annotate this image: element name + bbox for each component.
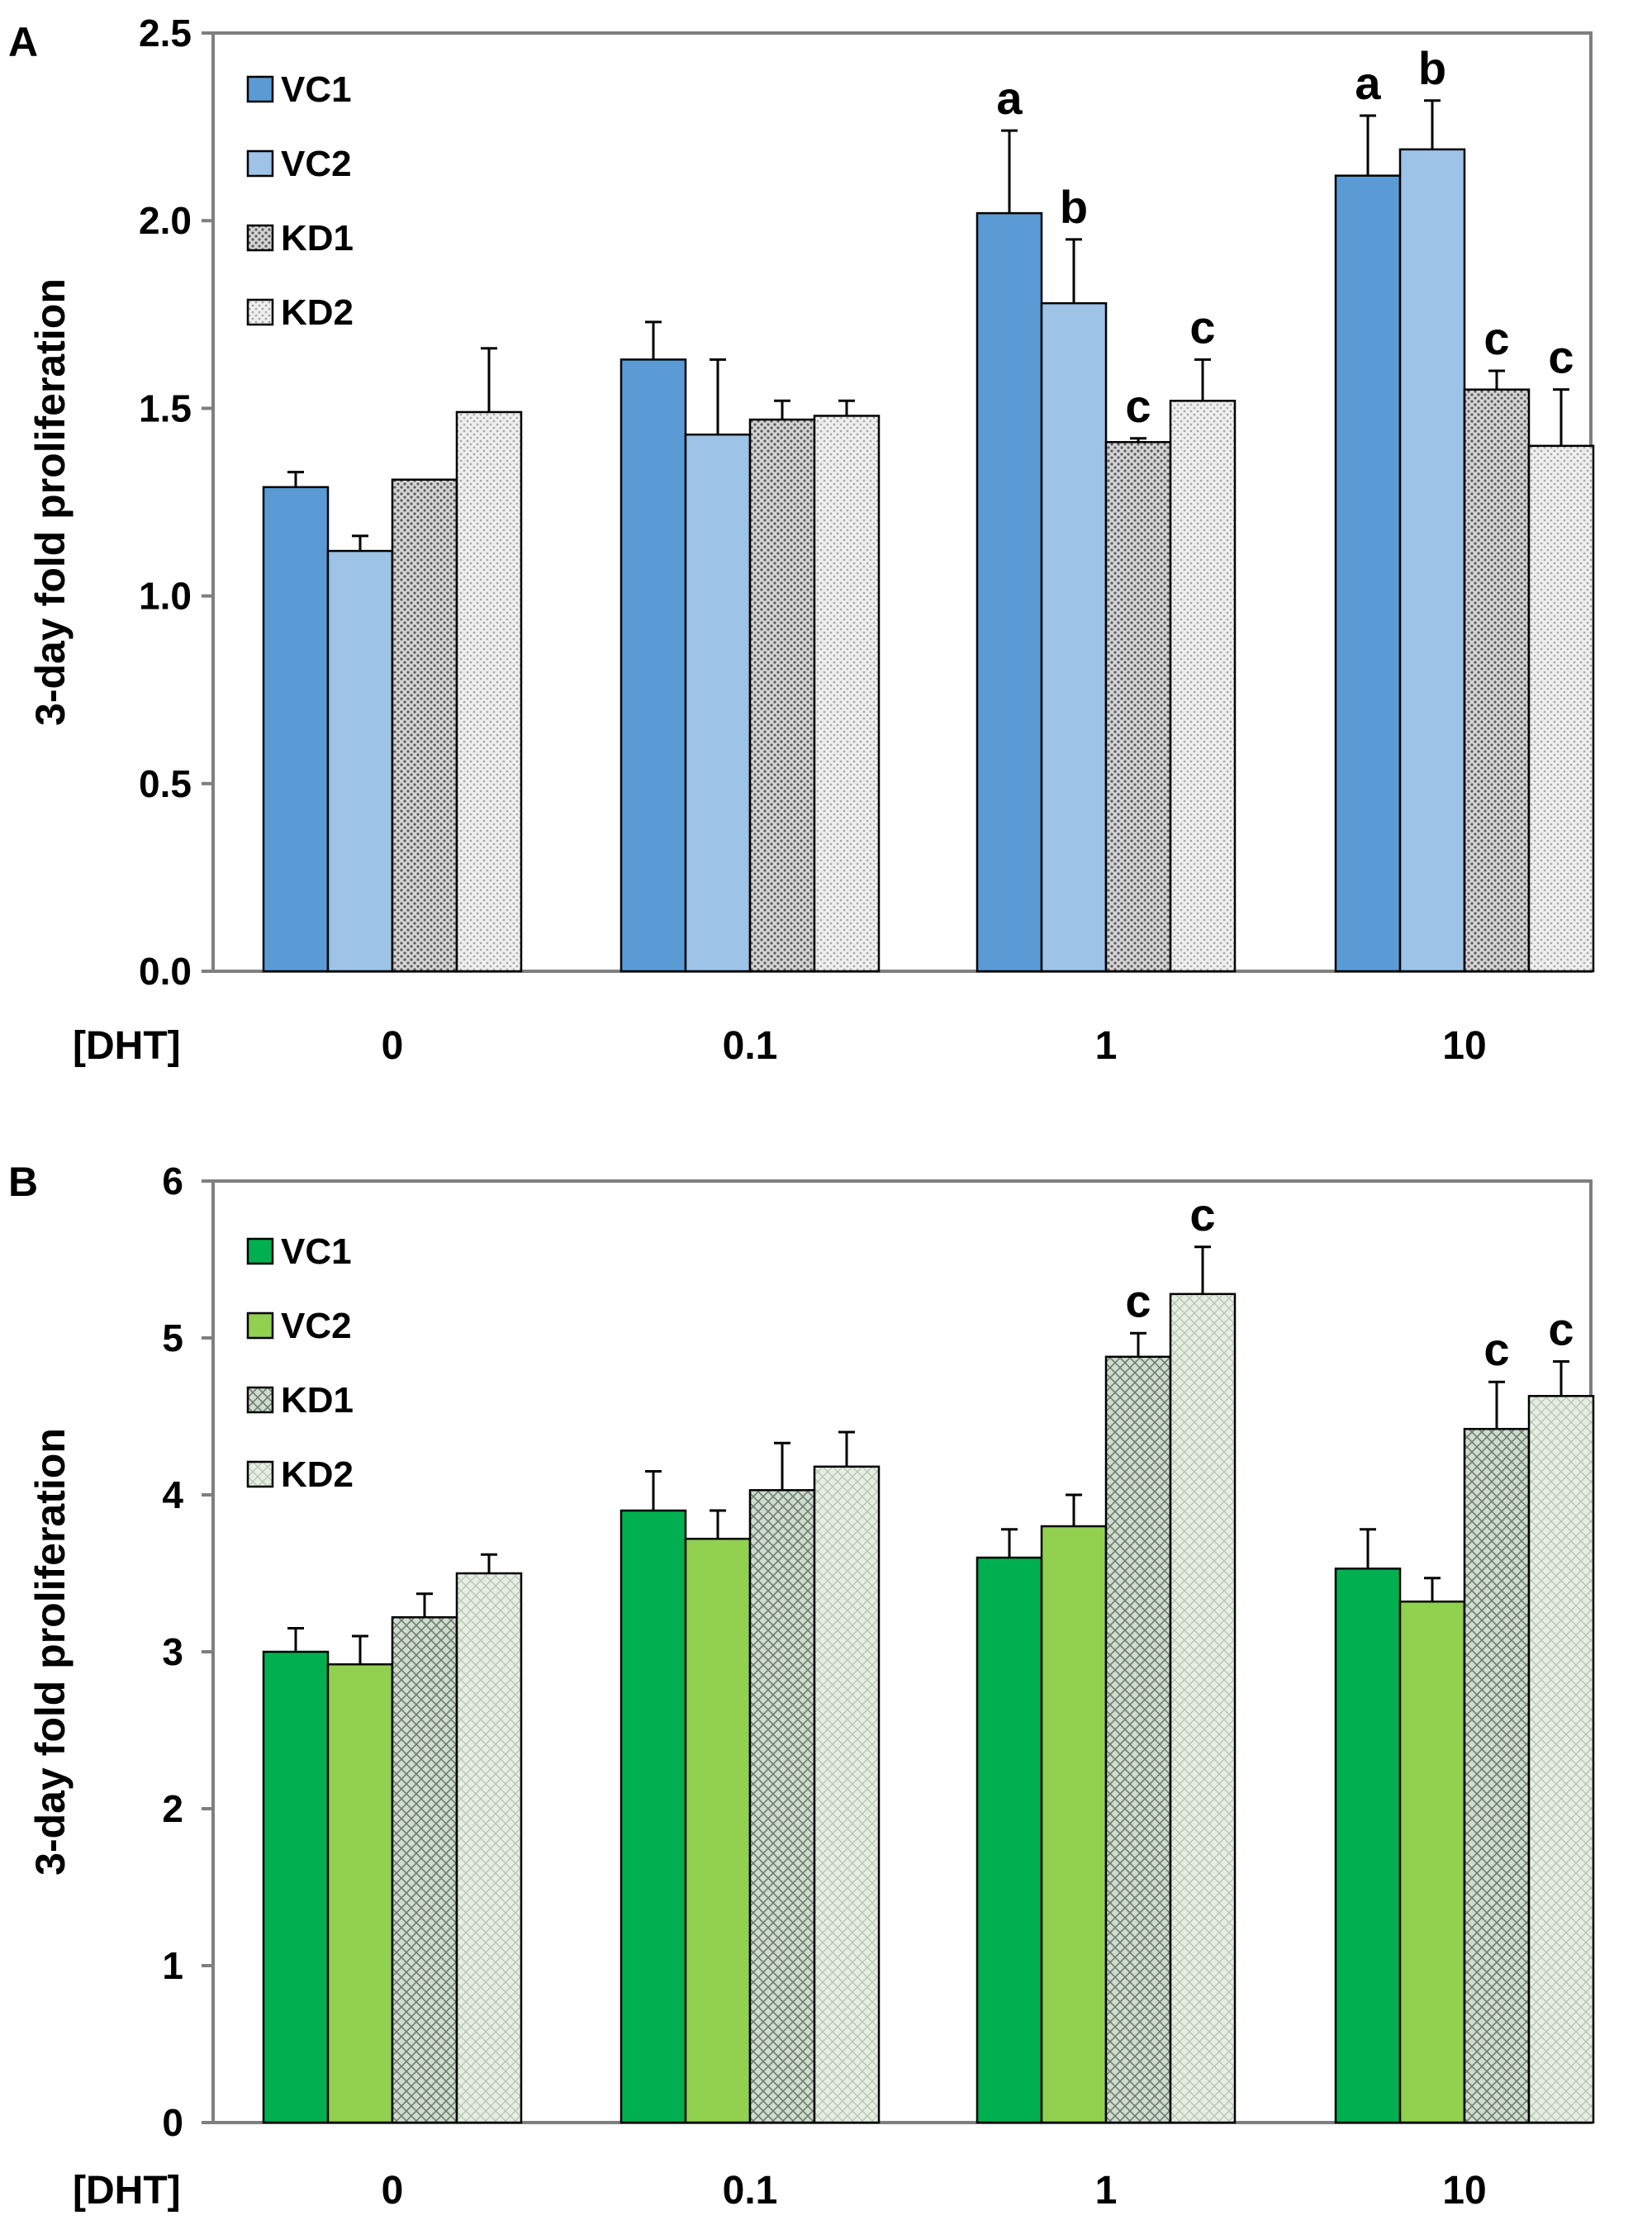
bar-kd1-2 [1104,441,1172,973]
bar-kd2-3 [1527,1395,1595,2124]
bar-vc2-1 [684,433,752,973]
significance-letter: c [1483,1323,1509,1375]
category-label: 10 [1442,2169,1486,2213]
significance-letter: c [1125,1274,1151,1326]
legend-swatch-kd1 [246,1386,274,1414]
y-tick-label: 0.0 [139,950,192,993]
bar-kd1-1 [748,1489,816,2124]
bar-vc1-0 [262,1650,330,2124]
category-label: 0 [382,2169,404,2213]
y-tick-label: 2.5 [139,12,192,55]
bar-vc1-3 [1334,1568,1402,2124]
legend-label-vc1: VC1 [281,1231,352,1272]
bar-vc2-3 [1398,148,1466,973]
legend-label-vc2: VC2 [281,1306,352,1346]
bar-kd2-0 [455,1572,523,2124]
bar-kd1-2 [1104,1355,1172,2124]
y-tick-label: 5 [162,1316,183,1359]
legend-label-vc2: VC2 [281,144,352,184]
category-label: 0.1 [723,1024,778,1068]
y-tick-label: 3 [162,1630,183,1673]
bar-vc1-3 [1334,174,1402,973]
bar-vc1-0 [262,486,330,973]
category-label: 1 [1095,1024,1118,1068]
significance-letter: c [1483,312,1509,364]
bar-kd2-1 [813,415,881,973]
y-tick-label: 2.0 [139,199,192,242]
legend-label-kd1: KD1 [281,218,354,259]
bar-vc2-1 [684,1537,752,2124]
category-label: 0.1 [723,2169,778,2213]
bar-kd1-3 [1463,388,1531,973]
bar-kd1-1 [748,418,816,973]
y-tick-label: 0.5 [139,762,192,805]
bar-kd2-2 [1169,1293,1237,2124]
panel-b-xlabel: [DHT] [73,2169,181,2213]
significance-letter: b [1060,181,1088,233]
bar-kd2-3 [1527,444,1595,973]
significance-letter: a [996,72,1023,124]
legend-swatch-vc1 [246,75,274,103]
legend-swatch-kd2 [246,1460,274,1488]
bar-vc1-2 [976,1556,1043,2124]
bar-vc2-3 [1398,1600,1466,2124]
bar-kd2-1 [813,1465,881,2124]
y-tick-label: 0 [162,2101,183,2144]
category-label: 0 [382,1024,404,1068]
legend-label-kd2: KD2 [281,1454,354,1495]
category-label: 10 [1442,1024,1486,1068]
bar-kd2-2 [1169,400,1237,973]
bar-kd1-0 [391,1615,458,2124]
panel-b-ylabel: 3-day fold proliferation [27,1428,74,1876]
bar-vc2-2 [1040,301,1108,973]
panel-b-letter: B [8,1159,38,1205]
category-label: 1 [1095,2169,1118,2213]
bar-kd1-3 [1463,1427,1531,2124]
significance-letter: a [1355,57,1381,109]
significance-letter: c [1548,331,1574,383]
significance-letter: c [1189,301,1215,353]
y-tick-label: 4 [162,1473,183,1516]
legend-swatch-vc2 [246,149,274,178]
significance-letter: c [1548,1303,1574,1355]
y-tick-label: 1.0 [139,575,192,618]
bar-vc2-2 [1040,1525,1108,2124]
bar-vc1-1 [620,1509,687,2124]
significance-letter: c [1125,380,1151,432]
y-tick-label: 6 [162,1160,183,1202]
legend-label-vc1: VC1 [281,69,352,110]
bar-vc2-0 [326,1663,394,2124]
bar-vc1-2 [976,211,1043,973]
bar-kd2-0 [455,410,523,973]
legend-label-kd2: KD2 [281,292,354,333]
bar-vc1-1 [620,358,687,973]
panel-a-xlabel: [DHT] [73,1024,181,1068]
bar-vc2-0 [326,549,394,973]
legend-swatch-vc2 [246,1312,274,1340]
bar-kd1-0 [391,478,458,973]
y-tick-label: 2 [162,1787,183,1830]
legend-label-kd1: KD1 [281,1380,354,1421]
legend-swatch-kd1 [246,224,274,252]
legend-swatch-kd2 [246,298,274,326]
panel-a-letter: A [8,19,38,65]
panel-a-ylabel: 3-day fold proliferation [27,278,74,726]
significance-letter: c [1189,1188,1215,1240]
y-tick-label: 1.5 [139,387,192,429]
significance-letter: b [1418,42,1446,94]
legend-swatch-vc1 [246,1237,274,1265]
y-tick-label: 1 [162,1944,183,1987]
